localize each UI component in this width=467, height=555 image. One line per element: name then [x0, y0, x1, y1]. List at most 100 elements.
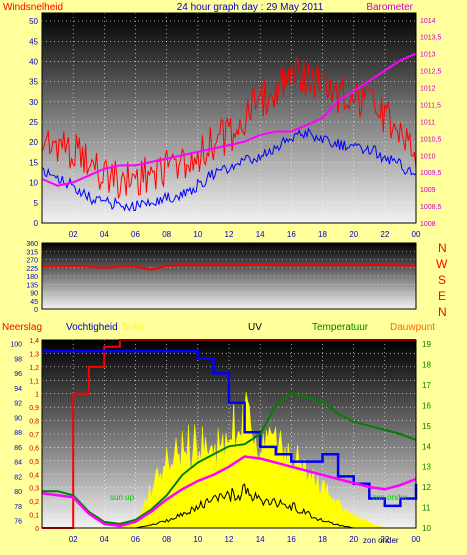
- direction-tick-label: 270: [26, 258, 38, 265]
- rain-tick-label: 0,8: [29, 419, 39, 426]
- time-tick-label: 02: [69, 535, 78, 544]
- time-tick-label: 20: [349, 535, 358, 544]
- temperature-axis: 10 11 12 13 14 15 16 17 18 19: [422, 340, 431, 533]
- barometer-tick-label: 1011: [420, 119, 435, 126]
- direction-tick-label: 90: [30, 291, 38, 298]
- time-tick-label: 12: [225, 230, 234, 239]
- barometer-tick-label: 1009: [420, 187, 436, 194]
- direction-tick-label: 360: [26, 241, 38, 248]
- time-tick-label: 16: [287, 535, 296, 544]
- top-time-axis: 02 04 06 08 10 12 14 16 18 20 22 00: [69, 230, 421, 239]
- barometer-tick-label: 1012: [420, 86, 436, 93]
- time-tick-label: 10: [193, 535, 202, 544]
- rain-tick-label: 1,3: [29, 351, 39, 358]
- time-tick-label: 06: [131, 230, 140, 239]
- dewpoint-line: [41, 455, 417, 528]
- direction-tick-label: 45: [30, 299, 38, 306]
- humidity-tick-label: 96: [14, 371, 22, 378]
- humidity-tick-label: 98: [14, 356, 22, 363]
- wind-tick-label: 15: [29, 158, 38, 167]
- rain-tick-label: 0,6: [29, 445, 39, 452]
- compass-letter: W: [436, 257, 448, 271]
- temperature-tick-label: 15: [422, 422, 431, 431]
- direction-tick-label: 315: [26, 249, 38, 256]
- barometer-tick-label: 1013: [420, 52, 436, 59]
- temperature-tick-label: 19: [422, 340, 431, 349]
- barometer-tick-label: 1008,5: [420, 204, 442, 211]
- temperature-line: [42, 392, 417, 525]
- barometer-label: Barometer: [366, 2, 413, 13]
- temperature-tick-label: 17: [422, 381, 431, 390]
- dewpoint-label: Dauwpunt: [390, 322, 435, 333]
- sun-down-annotation: zon onder: [372, 493, 408, 502]
- temperature-tick-label: 18: [422, 361, 431, 370]
- time-tick-label: 04: [100, 230, 109, 239]
- humidity-axis: 76 78 80 82 84 86 88 90 92 94 96 98 100: [10, 342, 22, 526]
- rain-tick-label: 1,2: [29, 365, 39, 372]
- wind-tick-label: 45: [29, 37, 38, 46]
- time-tick-label: 14: [256, 230, 265, 239]
- time-tick-label: 18: [318, 535, 327, 544]
- wind-tick-label: 10: [29, 179, 38, 188]
- direction-series: [41, 263, 417, 271]
- barometer-axis: 1008 1008,5 1009 1009,5 1010 1010,5 1011 1011,5…: [420, 18, 442, 228]
- temperature-tick-label: 11: [422, 504, 431, 513]
- time-tick-label: 16: [287, 230, 296, 239]
- solar-label: Solar: [122, 322, 146, 333]
- time-tick-label: 00: [412, 230, 421, 239]
- wind-tick-label: 35: [29, 78, 38, 87]
- barometer-tick-label: 1010: [420, 153, 436, 160]
- rain-tick-label: 0,4: [29, 472, 39, 479]
- compass-letter: S: [438, 273, 446, 287]
- compass-letter: E: [438, 289, 446, 303]
- sun-up-annotation: sun up: [110, 493, 135, 502]
- direction-tick-label: 0: [34, 307, 38, 314]
- uv-label: UV: [248, 322, 262, 333]
- wind-tick-label: 20: [29, 138, 38, 147]
- rain-tick-label: 0,9: [29, 405, 39, 412]
- barometer-tick-label: 1012,5: [420, 69, 442, 76]
- humidity-line: [42, 349, 418, 508]
- rain-tick-label: 1,4: [29, 338, 39, 345]
- rain-tick-label: 0,7: [29, 432, 39, 439]
- direction-tick-label: 180: [26, 274, 38, 281]
- temperature-tick-label: 10: [422, 524, 431, 533]
- rain-label: Neerslag: [2, 322, 42, 333]
- rain-tick-label: 0,2: [29, 499, 39, 506]
- barometer-tick-label: 1008: [420, 221, 436, 228]
- rain-tick-label: 0,3: [29, 486, 39, 493]
- wind-speed-label: Windsnelheid: [3, 2, 63, 13]
- barometer-line: [41, 52, 417, 187]
- humidity-tick-label: 94: [14, 386, 22, 393]
- temperature-tick-label: 12: [422, 483, 431, 492]
- time-tick-label: 08: [162, 535, 171, 544]
- wind-series: [41, 52, 417, 212]
- direction-tick-label: 135: [26, 282, 38, 289]
- temperature-tick-label: 14: [422, 442, 431, 451]
- rain-tick-label: 0,1: [29, 513, 39, 520]
- humidity-tick-label: 90: [14, 415, 22, 422]
- temperature-tick-label: 16: [422, 401, 431, 410]
- barometer-tick-label: 1014: [420, 18, 436, 25]
- barometer-tick-label: 1013,5: [420, 35, 442, 42]
- rain-axis: 0 0,1 0,2 0,3 0,4 0,5 0,6 0,7 0,8 0,9 1 1,1 1,2 1,3 1,…: [29, 338, 39, 533]
- humidity-tick-label: 82: [14, 474, 22, 481]
- wind-speed-axis: 0 5 10 15 20 25 30 35 40 45 50: [29, 17, 38, 228]
- mid-panel-bg: [42, 243, 416, 309]
- bottom-time-axis: 02 04 06 08 10 12 14 16 18 20 22 00: [69, 535, 421, 544]
- time-tick-label: 14: [256, 535, 265, 544]
- time-tick-label: 06: [131, 535, 140, 544]
- humidity-label: Vochtigheid: [66, 322, 118, 333]
- time-tick-label: 08: [162, 230, 171, 239]
- temperature-tick-label: 13: [422, 463, 431, 472]
- time-tick-label: 10: [193, 230, 202, 239]
- time-tick-label: 22: [380, 230, 389, 239]
- compass-letter: N: [438, 241, 447, 255]
- time-tick-label: 18: [318, 230, 327, 239]
- time-tick-label: 20: [349, 230, 358, 239]
- humidity-tick-label: 88: [14, 430, 22, 437]
- time-tick-label: 02: [69, 230, 78, 239]
